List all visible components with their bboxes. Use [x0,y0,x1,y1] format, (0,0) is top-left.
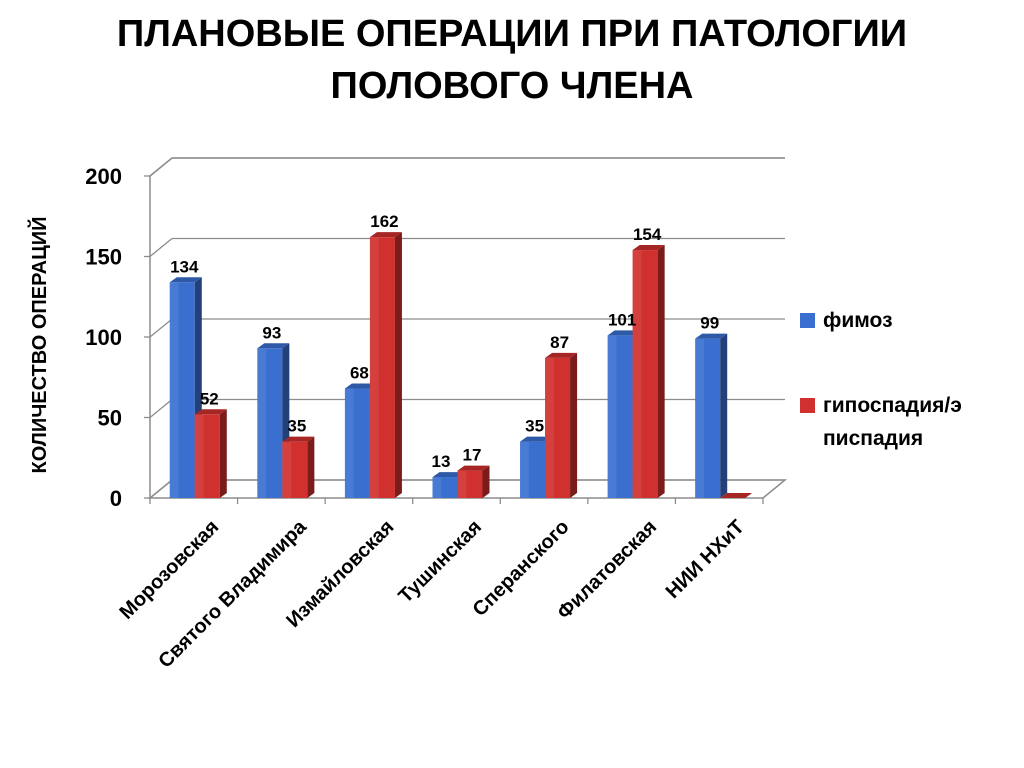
data-label: 17 [463,446,482,465]
legend-label: фимоз [823,309,893,332]
legend-item-0: фимоз [800,309,893,332]
legend-swatch [800,313,815,328]
bar-side [720,333,728,498]
bar-highlight [607,335,617,498]
gridline-diag [149,237,173,258]
bar-top [282,436,315,442]
category-label: Тушинская [394,516,486,608]
data-label: 87 [550,333,569,352]
category-label: НИИ НХиТ [662,516,749,603]
bar-highlight [369,237,379,498]
bar-top [257,343,290,349]
data-label: 35 [287,417,306,436]
chart-title-line-1: ПЛАНОВЫЕ ОПЕРАЦИИ ПРИ ПАТОЛОГИИ [116,13,908,55]
bar-side [482,465,490,498]
gridline-diag [149,398,173,419]
data-label: 101 [608,310,636,329]
bar-top [169,277,202,283]
y-tick-label: 0 [110,486,122,511]
gridline-diag [149,318,173,338]
bar-top [632,245,665,251]
data-label: 99 [700,314,719,333]
data-label: 68 [350,364,369,383]
bar-highlight [695,338,704,498]
bar-top [194,409,227,415]
bar-side [570,352,578,498]
data-label: 154 [633,225,662,244]
bar-top [607,330,640,336]
bar-highlight [632,250,642,498]
bar-hypospadias-5 [632,245,665,498]
chart-bars [169,232,753,498]
chart-title-line-2: ПОЛОВОГО ЧЛЕНА [330,65,694,107]
back-wall-edge [149,157,785,177]
bar-highlight [257,348,267,498]
legend-label: гипоспадия/э [823,394,962,417]
legend-label: писпадия [823,427,923,450]
bar-phimosis-6 [695,333,728,498]
bar-highlight [194,414,204,498]
data-label: 35 [525,417,544,436]
category-label: Святого Владимира [154,515,311,672]
bar-top [520,436,553,442]
bar-side [394,232,402,498]
bar-top [432,472,465,478]
bar-hypospadias-4 [545,352,578,498]
bar-side [307,436,315,498]
bar-hypospadias-6 [720,493,753,498]
y-tick-label: 50 [98,406,122,431]
data-label: 134 [170,257,199,276]
y-tick-label: 200 [85,164,122,189]
y-tick-label: 150 [85,245,122,270]
bar-hypospadias-1 [282,436,315,498]
bar-highlight [545,357,554,498]
bar-side [219,409,227,498]
data-label: 13 [432,452,451,471]
legend-item-1: гипоспадия/э писпадия [800,394,962,450]
data-label: 93 [262,323,281,342]
legend-swatch [800,398,815,413]
bar-hypospadias-3 [457,465,490,498]
bar-top [720,493,753,498]
y-tick-label: 100 [85,325,122,350]
y-tick-labels: 0 50 100 150 200 [85,164,122,511]
bar-side [657,245,665,498]
data-label: 162 [370,212,398,231]
data-labels: 134 52 93 35 68 162 13 17 35 87 101 154 99 [170,212,719,471]
bar-hypospadias-2 [369,232,402,498]
bar-highlight [520,441,529,498]
bar-highlight [344,388,354,498]
gridline-diag [149,157,173,177]
bar-highlight [457,470,467,498]
bar-highlight [169,282,179,498]
data-label: 52 [200,389,219,408]
bar-top [344,383,377,389]
bar-highlight [282,441,292,498]
bar-phimosis-1 [257,343,290,498]
bar-top [369,232,402,238]
bar-hypospadias-0 [194,409,227,498]
bar-top [457,465,490,471]
bar-highlight [432,477,442,498]
y-axis-label: КОЛИЧЕСТВО ОПЕРАЦИЙ [27,217,51,474]
bar-top [695,333,728,339]
bar-top [545,352,578,358]
chart-legend: фимоз гипоспадия/э писпадия [800,309,962,450]
chart-title: ПЛАНОВЫЕ ОПЕРАЦИИ ПРИ ПАТОЛОГИИ ПОЛОВОГО… [0,8,1024,112]
